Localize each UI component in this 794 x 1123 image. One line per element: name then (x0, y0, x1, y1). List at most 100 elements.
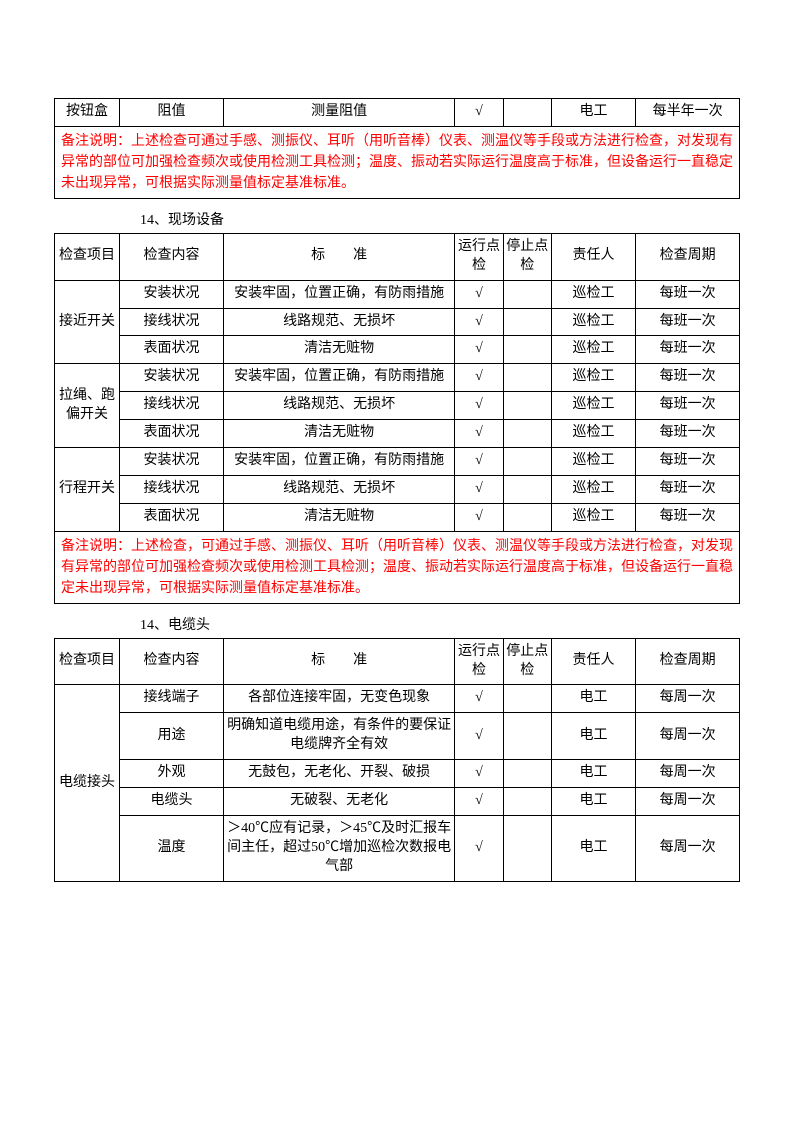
cell-stop (503, 364, 551, 392)
cell-run: √ (455, 475, 503, 503)
cell-cycle: 每班一次 (636, 280, 740, 308)
cell-item: 行程开关 (55, 448, 120, 532)
cell-content: 安装状况 (120, 280, 224, 308)
table-cable-head: 检查项目 检查内容 标 准 运行点检 停止点检 责任人 检查周期 电缆接头 接线… (54, 638, 740, 882)
col-standard: 标 准 (223, 233, 455, 280)
cell-standard: 测量阻值 (223, 99, 455, 127)
col-cycle: 检查周期 (636, 233, 740, 280)
cell-cycle: 每半年一次 (636, 99, 740, 127)
col-stop: 停止点检 (503, 233, 551, 280)
cell-owner: 电工 (551, 99, 635, 127)
table-row: 电缆头 无破裂、无老化 √ 电工 每周一次 (55, 788, 740, 816)
cell-owner: 电工 (551, 713, 635, 760)
cell-owner: 巡检工 (551, 448, 635, 476)
cell-item: 拉绳、跑偏开关 (55, 364, 120, 448)
cell-run: √ (455, 713, 503, 760)
cell-cycle: 每周一次 (636, 760, 740, 788)
col-content: 检查内容 (120, 638, 224, 685)
col-stop: 停止点检 (503, 638, 551, 685)
cell-standard: 线路规范、无损坏 (223, 392, 455, 420)
cell-run: √ (455, 815, 503, 881)
cell-content: 用途 (120, 713, 224, 760)
cell-cycle: 每班一次 (636, 308, 740, 336)
col-content: 检查内容 (120, 233, 224, 280)
cell-content: 接线端子 (120, 685, 224, 713)
cell-run: √ (455, 503, 503, 531)
cell-content: 安装状况 (120, 364, 224, 392)
col-owner: 责任人 (551, 233, 635, 280)
col-owner: 责任人 (551, 638, 635, 685)
cell-run: √ (455, 308, 503, 336)
cell-stop (503, 760, 551, 788)
cell-owner: 巡检工 (551, 420, 635, 448)
cell-run: √ (455, 392, 503, 420)
table-row: 表面状况 清洁无赃物 √ 巡检工 每班一次 (55, 503, 740, 531)
cell-cycle: 每周一次 (636, 685, 740, 713)
table-header-row: 检查项目 检查内容 标 准 运行点检 停止点检 责任人 检查周期 (55, 638, 740, 685)
cell-content: 接线状况 (120, 308, 224, 336)
cell-standard: ＞40℃应有记录，＞45℃及时汇报车间主任，超过50℃增加巡检次数报电气部 (223, 815, 455, 881)
cell-cycle: 每周一次 (636, 788, 740, 816)
table-row: 接线状况 线路规范、无损坏 √ 巡检工 每班一次 (55, 308, 740, 336)
cell-stop (503, 280, 551, 308)
cell-run: √ (455, 420, 503, 448)
cell-owner: 巡检工 (551, 336, 635, 364)
cell-content: 阻值 (120, 99, 224, 127)
cell-content: 接线状况 (120, 475, 224, 503)
cell-cycle: 每班一次 (636, 392, 740, 420)
cell-stop (503, 392, 551, 420)
cell-cycle: 每班一次 (636, 503, 740, 531)
cell-standard: 各部位连接牢固，无变色现象 (223, 685, 455, 713)
cell-run: √ (455, 99, 503, 127)
cell-cycle: 每班一次 (636, 336, 740, 364)
cell-owner: 巡检工 (551, 364, 635, 392)
cell-content: 温度 (120, 815, 224, 881)
table-row: 用途 明确知道电缆用途，有条件的要保证电缆牌齐全有效 √ 电工 每周一次 (55, 713, 740, 760)
cell-standard: 安装牢固，位置正确，有防雨措施 (223, 364, 455, 392)
cell-standard: 清洁无赃物 (223, 420, 455, 448)
table-row: 接线状况 线路规范、无损坏 √ 巡检工 每班一次 (55, 475, 740, 503)
table-row: 接线状况 线路规范、无损坏 √ 巡检工 每班一次 (55, 392, 740, 420)
cell-owner: 电工 (551, 788, 635, 816)
table-row: 按钮盒 阻值 测量阻值 √ 电工 每半年一次 (55, 99, 740, 127)
cell-content: 电缆头 (120, 788, 224, 816)
table-note-row: 备注说明：上述检查可通过手感、测振仪、耳听（用听音棒）仪表、测温仪等手段或方法进… (55, 126, 740, 198)
cell-stop (503, 99, 551, 127)
table-note-row: 备注说明：上述检查，可通过手感、测振仪、耳听（用听音棒）仪表、测温仪等手段或方法… (55, 531, 740, 603)
cell-stop (503, 685, 551, 713)
cell-run: √ (455, 448, 503, 476)
table-row: 温度 ＞40℃应有记录，＞45℃及时汇报车间主任，超过50℃增加巡检次数报电气部… (55, 815, 740, 881)
col-standard: 标 准 (223, 638, 455, 685)
cell-stop (503, 815, 551, 881)
table-row: 表面状况 清洁无赃物 √ 巡检工 每班一次 (55, 420, 740, 448)
cell-content: 外观 (120, 760, 224, 788)
cell-content: 安装状况 (120, 448, 224, 476)
cell-standard: 无鼓包，无老化、开裂、破损 (223, 760, 455, 788)
cell-content: 表面状况 (120, 420, 224, 448)
cell-standard: 线路规范、无损坏 (223, 475, 455, 503)
table-header-row: 检查项目 检查内容 标 准 运行点检 停止点检 责任人 检查周期 (55, 233, 740, 280)
cell-standard: 明确知道电缆用途，有条件的要保证电缆牌齐全有效 (223, 713, 455, 760)
cell-standard: 清洁无赃物 (223, 503, 455, 531)
cell-item: 按钮盒 (55, 99, 120, 127)
cell-cycle: 每周一次 (636, 713, 740, 760)
table-row: 电缆接头 接线端子 各部位连接牢固，无变色现象 √ 电工 每周一次 (55, 685, 740, 713)
note-text: 备注说明：上述检查可通过手感、测振仪、耳听（用听音棒）仪表、测温仪等手段或方法进… (55, 126, 740, 198)
cell-item: 接近开关 (55, 280, 120, 364)
col-run: 运行点检 (455, 233, 503, 280)
table-row: 拉绳、跑偏开关 安装状况 安装牢固，位置正确，有防雨措施 √ 巡检工 每班一次 (55, 364, 740, 392)
cell-stop (503, 336, 551, 364)
cell-owner: 巡检工 (551, 503, 635, 531)
col-run: 运行点检 (455, 638, 503, 685)
col-item: 检查项目 (55, 233, 120, 280)
cell-standard: 无破裂、无老化 (223, 788, 455, 816)
cell-owner: 电工 (551, 760, 635, 788)
table-row: 行程开关 安装状况 安装牢固，位置正确，有防雨措施 √ 巡检工 每班一次 (55, 448, 740, 476)
section-title-2: 14、现场设备 (140, 209, 740, 229)
cell-stop (503, 713, 551, 760)
cell-standard: 安装牢固，位置正确，有防雨措施 (223, 448, 455, 476)
table-row: 接近开关 安装状况 安装牢固，位置正确，有防雨措施 √ 巡检工 每班一次 (55, 280, 740, 308)
cell-content: 表面状况 (120, 503, 224, 531)
cell-cycle: 每班一次 (636, 448, 740, 476)
cell-owner: 电工 (551, 685, 635, 713)
